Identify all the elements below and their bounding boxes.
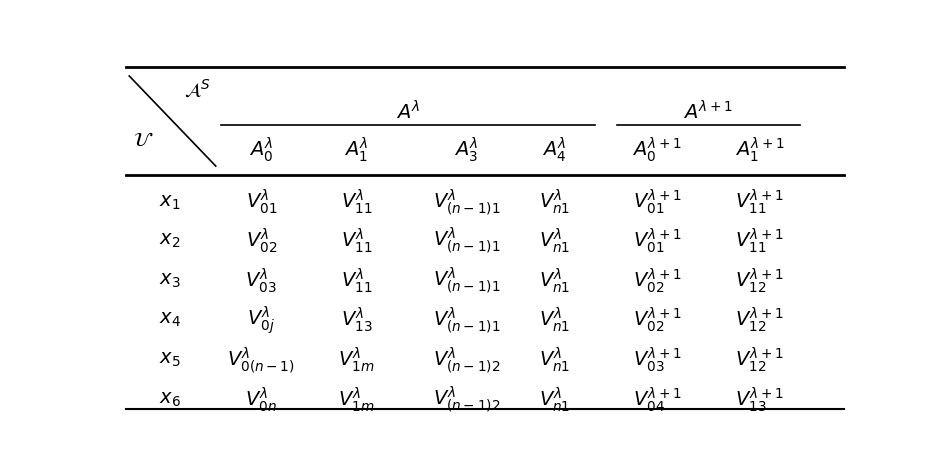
Text: $V_{(n-1)1}^{\lambda}$: $V_{(n-1)1}^{\lambda}$ <box>432 265 500 295</box>
Text: $V_{02}^{\lambda+1}$: $V_{02}^{\lambda+1}$ <box>633 266 681 295</box>
Text: $x_4$: $x_4$ <box>159 310 181 329</box>
Text: $V_{n1}^{\lambda}$: $V_{n1}^{\lambda}$ <box>539 345 570 374</box>
Text: $V_{1m}^{\lambda}$: $V_{1m}^{\lambda}$ <box>339 385 375 414</box>
Text: $V_{(n-1)1}^{\lambda}$: $V_{(n-1)1}^{\lambda}$ <box>432 187 500 217</box>
Text: $\mathcal{U}$: $\mathcal{U}$ <box>132 131 153 150</box>
Text: $V_{12}^{\lambda+1}$: $V_{12}^{\lambda+1}$ <box>735 345 784 374</box>
Text: $A_4^{\lambda}$: $A_4^{\lambda}$ <box>542 136 567 164</box>
Text: $V_{03}^{\lambda}$: $V_{03}^{\lambda}$ <box>245 266 277 295</box>
Text: $V_{01}^{\lambda}$: $V_{01}^{\lambda}$ <box>246 188 277 217</box>
Text: $V_{n1}^{\lambda}$: $V_{n1}^{\lambda}$ <box>539 385 570 414</box>
Text: $V_{(n-1)2}^{\lambda}$: $V_{(n-1)2}^{\lambda}$ <box>433 384 500 414</box>
Text: $V_{n1}^{\lambda}$: $V_{n1}^{\lambda}$ <box>539 188 570 217</box>
Text: $x_1$: $x_1$ <box>159 193 181 212</box>
Text: $V_{11}^{\lambda+1}$: $V_{11}^{\lambda+1}$ <box>735 188 784 217</box>
Text: $V_{12}^{\lambda+1}$: $V_{12}^{\lambda+1}$ <box>735 266 784 295</box>
Text: $V_{n1}^{\lambda}$: $V_{n1}^{\lambda}$ <box>539 306 570 334</box>
Text: $V_{n1}^{\lambda}$: $V_{n1}^{\lambda}$ <box>539 227 570 255</box>
Text: $x_3$: $x_3$ <box>159 271 181 290</box>
Text: $V_{11}^{\lambda}$: $V_{11}^{\lambda}$ <box>341 227 372 255</box>
Text: $V_{0n}^{\lambda}$: $V_{0n}^{\lambda}$ <box>245 385 277 414</box>
Text: $V_{11}^{\lambda+1}$: $V_{11}^{\lambda+1}$ <box>735 227 784 255</box>
Text: $x_2$: $x_2$ <box>159 231 181 250</box>
Text: $A_0^{\lambda+1}$: $A_0^{\lambda+1}$ <box>632 136 682 164</box>
Text: $V_{1m}^{\lambda}$: $V_{1m}^{\lambda}$ <box>339 345 375 374</box>
Text: $V_{n1}^{\lambda}$: $V_{n1}^{\lambda}$ <box>539 266 570 295</box>
Text: $x_5$: $x_5$ <box>159 351 181 369</box>
Text: $V_{04}^{\lambda+1}$: $V_{04}^{\lambda+1}$ <box>633 385 681 414</box>
Text: $V_{03}^{\lambda+1}$: $V_{03}^{\lambda+1}$ <box>633 345 681 374</box>
Text: $A_3^{\lambda}$: $A_3^{\lambda}$ <box>454 136 479 164</box>
Text: $V_{02}^{\lambda+1}$: $V_{02}^{\lambda+1}$ <box>633 306 681 334</box>
Text: $A_1^{\lambda}$: $A_1^{\lambda}$ <box>344 136 369 164</box>
Text: $A^{\lambda}$: $A^{\lambda}$ <box>395 101 420 124</box>
Text: $V_{11}^{\lambda}$: $V_{11}^{\lambda}$ <box>341 188 372 217</box>
Text: $V_{01}^{\lambda+1}$: $V_{01}^{\lambda+1}$ <box>633 227 681 255</box>
Text: $x_6$: $x_6$ <box>159 390 181 409</box>
Text: $V_{(n-1)1}^{\lambda}$: $V_{(n-1)1}^{\lambda}$ <box>432 226 500 256</box>
Text: $\mathcal{A}^S$: $\mathcal{A}^S$ <box>184 78 211 100</box>
Text: $V_{01}^{\lambda+1}$: $V_{01}^{\lambda+1}$ <box>633 188 681 217</box>
Text: $V_{0(n-1)}^{\lambda}$: $V_{0(n-1)}^{\lambda}$ <box>227 345 295 375</box>
Text: $V_{(n-1)2}^{\lambda}$: $V_{(n-1)2}^{\lambda}$ <box>433 345 500 375</box>
Text: $A_1^{\lambda+1}$: $A_1^{\lambda+1}$ <box>735 136 784 164</box>
Text: $A^{\lambda+1}$: $A^{\lambda+1}$ <box>684 101 733 124</box>
Text: $V_{13}^{\lambda}$: $V_{13}^{\lambda}$ <box>341 306 373 334</box>
Text: $A_0^{\lambda}$: $A_0^{\lambda}$ <box>249 136 273 164</box>
Text: $V_{11}^{\lambda}$: $V_{11}^{\lambda}$ <box>341 266 372 295</box>
Text: $V_{(n-1)1}^{\lambda}$: $V_{(n-1)1}^{\lambda}$ <box>432 305 500 335</box>
Text: $V_{12}^{\lambda+1}$: $V_{12}^{\lambda+1}$ <box>735 306 784 334</box>
Text: $V_{02}^{\lambda}$: $V_{02}^{\lambda}$ <box>246 227 277 255</box>
Text: $V_{0j}^{\lambda}$: $V_{0j}^{\lambda}$ <box>247 304 275 336</box>
Text: $V_{13}^{\lambda+1}$: $V_{13}^{\lambda+1}$ <box>735 385 784 414</box>
